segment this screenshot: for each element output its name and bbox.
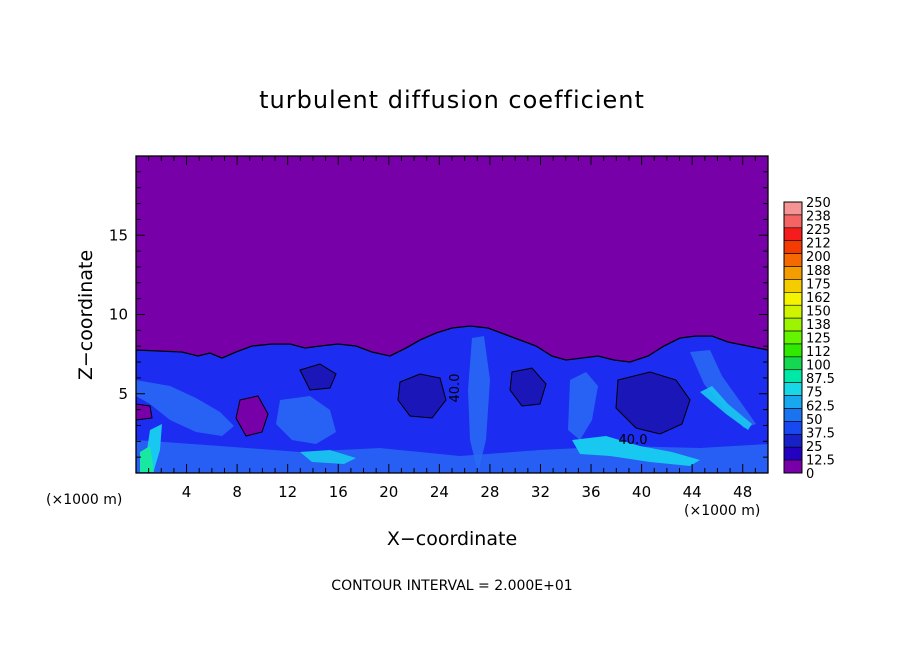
- colorbar-label: 37.5: [806, 426, 835, 441]
- field-patch: [276, 396, 336, 444]
- colorbar-label: 238: [806, 210, 831, 225]
- x-tick-label: 16: [329, 483, 348, 501]
- colorbar-swatch: [783, 395, 803, 409]
- field-patch: [299, 363, 337, 391]
- y-tick-label: 10: [109, 306, 128, 324]
- x-unit-label: (×1000 m): [684, 503, 761, 519]
- colorbar-label: 100: [806, 359, 831, 374]
- y-tick-label: 5: [118, 385, 128, 403]
- colorbar-swatch: [783, 304, 803, 319]
- colorbar-label: 188: [806, 264, 831, 279]
- field-patch: [468, 336, 490, 473]
- field-patch: [509, 367, 547, 407]
- colorbar-label: 225: [806, 223, 831, 238]
- field-patch: [136, 403, 153, 421]
- colorbar-label: 25: [806, 440, 823, 455]
- colorbar-label: 212: [806, 237, 831, 252]
- field-patch: [397, 373, 447, 419]
- colorbar-label: 175: [806, 277, 831, 292]
- colorbar-swatch: [783, 382, 803, 396]
- x-tick-label: 12: [278, 483, 297, 501]
- colorbar-swatch: [783, 408, 803, 422]
- x-tick-label: 44: [683, 483, 702, 501]
- colorbar-label: 162: [806, 291, 831, 306]
- x-tick-label: 32: [531, 483, 550, 501]
- colorbar-swatch: [783, 356, 803, 371]
- field-patch: [700, 386, 752, 430]
- colorbar-swatch: [783, 201, 803, 216]
- colorbar-swatch: [783, 421, 803, 435]
- colorbar-swatch: [783, 330, 803, 345]
- colorbar: 2502382252122001881751621501381251121008…: [783, 196, 835, 482]
- x-tick-label: 40: [632, 483, 651, 501]
- colorbar-swatch: [783, 227, 803, 242]
- contour-interval-note: CONTOUR INTERVAL = 2.000E+01: [331, 578, 573, 594]
- colorbar-swatch: [783, 279, 803, 293]
- z-unit-label: (×1000 m): [46, 492, 123, 508]
- colorbar-label: 200: [806, 250, 831, 265]
- colorbar-label: 87.5: [806, 372, 835, 387]
- x-tick-label: 36: [581, 483, 600, 501]
- x-tick-label: 20: [379, 483, 398, 501]
- colorbar-label: 112: [806, 345, 831, 360]
- colorbar-label: 125: [806, 332, 831, 347]
- field-patch: [690, 350, 756, 428]
- colorbar-label: 138: [806, 318, 831, 333]
- x-tick-label: 24: [430, 483, 449, 501]
- colorbar-swatch: [783, 214, 803, 229]
- colorbar-label: 0: [806, 467, 814, 482]
- contour-label: 40.0: [619, 433, 648, 448]
- field-patch: [568, 372, 598, 440]
- colorbar-swatch: [783, 253, 803, 267]
- colorbar-label: 12.5: [806, 453, 835, 468]
- chart-title: turbulent diffusion coefficient: [259, 86, 645, 114]
- x-tick-label: 4: [182, 483, 192, 501]
- colorbar-swatch: [783, 240, 803, 254]
- field-patch: [136, 380, 234, 436]
- colorbar-swatch: [783, 446, 803, 461]
- colorbar-swatch: [783, 292, 803, 306]
- field-patch: [615, 371, 691, 435]
- colorbar-label: 250: [806, 196, 831, 211]
- colorbar-label: 50: [806, 413, 823, 428]
- colorbar-swatch: [783, 433, 803, 448]
- colorbar-swatch: [783, 266, 803, 280]
- field-patch: [300, 450, 356, 464]
- x-tick-label: 48: [733, 483, 752, 501]
- field-patch: [140, 446, 154, 472]
- x-tick-label: 8: [232, 483, 242, 501]
- colorbar-frame: [783, 201, 803, 474]
- x-tick-label: 28: [480, 483, 499, 501]
- contour-label: 40.0: [448, 374, 463, 403]
- y-tick-label: 15: [109, 226, 128, 244]
- colorbar-label: 150: [806, 304, 831, 319]
- colorbar-swatch: [783, 343, 803, 358]
- field-patch: [235, 395, 269, 437]
- colorbar-label: 62.5: [806, 399, 835, 414]
- colorbar-swatch: [783, 369, 803, 383]
- colorbar-label: 75: [806, 386, 823, 401]
- colorbar-swatch: [783, 459, 803, 474]
- field-patch: [572, 436, 700, 466]
- colorbar-swatch: [783, 317, 803, 332]
- x-axis-label: X−coordinate: [386, 528, 518, 550]
